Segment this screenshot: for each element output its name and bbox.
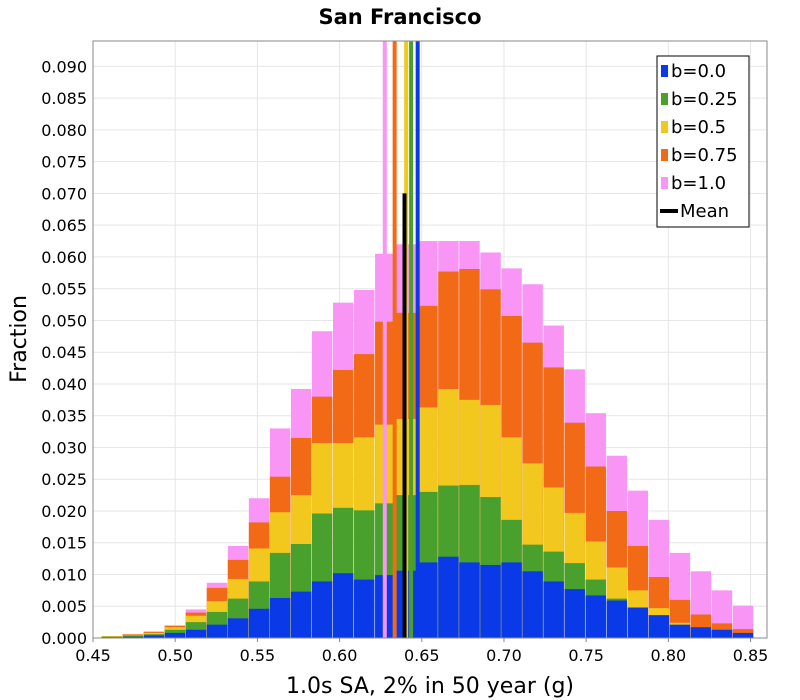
bar-b-0.0	[459, 562, 480, 638]
legend-label: Mean	[680, 201, 729, 222]
y-tick-label: 0.050	[41, 311, 87, 330]
x-tick-label: 0.45	[75, 646, 111, 665]
mean-lines	[382, 41, 420, 638]
bar-b-0.0	[480, 564, 501, 638]
y-tick-label: 0.020	[41, 502, 87, 521]
bar-b-0.0	[248, 608, 270, 638]
bar-b-0.0	[627, 607, 649, 638]
x-tick-label: 0.60	[322, 646, 358, 665]
bar-b-0.0	[417, 562, 438, 638]
x-tick-label: 0.80	[651, 646, 687, 665]
bar-b-0.0	[206, 624, 228, 638]
bar-b-0.0	[543, 581, 564, 638]
x-axis-ticks: 0.45 0.50 0.55 0.60 0.65 0.70 0.75 0.80 0.85	[75, 638, 768, 665]
y-tick-label: 0.035	[41, 407, 87, 426]
x-tick-label: 0.50	[157, 646, 193, 665]
bar-b-0.0	[143, 635, 165, 638]
x-tick-label: 0.75	[568, 646, 604, 665]
bar-b-0.0	[354, 579, 375, 638]
bar-b-0.0	[311, 581, 333, 638]
legend-label: b=1.0	[671, 173, 726, 194]
bar-b-0.0	[501, 562, 522, 638]
x-tick-label: 0.65	[404, 646, 440, 665]
y-tick-label: 0.085	[41, 89, 87, 108]
x-tick-label: 0.70	[486, 646, 522, 665]
legend-swatch	[661, 149, 668, 161]
y-tick-label: 0.065	[41, 216, 87, 235]
legend-swatch	[661, 65, 668, 77]
y-tick-label: 0.010	[41, 565, 87, 584]
y-tick-label: 0.070	[41, 184, 87, 203]
y-tick-label: 0.000	[41, 629, 87, 648]
legend-swatch	[661, 121, 668, 133]
bar-b-0.0	[564, 589, 585, 638]
bar-b-0.0	[185, 629, 207, 638]
y-tick-label: 0.080	[41, 121, 87, 140]
bar-b-0.0	[290, 591, 312, 638]
legend-swatch	[661, 93, 668, 105]
bar-b-0.0	[122, 636, 144, 638]
y-tick-label: 0.030	[41, 438, 87, 457]
y-tick-label: 0.040	[41, 375, 87, 394]
y-tick-label: 0.015	[41, 534, 87, 553]
x-axis-title: 1.0s SA, 2% in 50 year (g)	[286, 674, 574, 699]
bar-b-0.0	[648, 615, 670, 638]
legend-label: b=0.25	[671, 89, 738, 110]
legend-label: b=0.5	[671, 117, 726, 138]
y-axis-title: Fraction	[7, 295, 32, 383]
bar-b-0.0	[732, 632, 754, 638]
bar-b-0.0	[333, 573, 354, 638]
legend-swatch	[661, 177, 668, 189]
y-tick-label: 0.005	[41, 597, 87, 616]
bars	[101, 241, 754, 639]
x-tick-label: 0.85	[733, 646, 769, 665]
y-tick-label: 0.055	[41, 280, 87, 299]
chart-title: San Francisco	[318, 5, 481, 29]
bar-b-0.0	[585, 595, 606, 638]
bar-b-0.0	[669, 624, 691, 638]
bar-b-0.0	[164, 632, 186, 638]
legend-box	[656, 55, 750, 228]
bar-b-0.0	[690, 627, 712, 638]
legend: b=0.0 b=0.25 b=0.5 b=0.75 b=1.0 Mean	[656, 55, 750, 228]
x-tick-label: 0.55	[240, 646, 276, 665]
legend-label: b=0.75	[671, 145, 738, 166]
bar-b-0.0	[711, 629, 733, 638]
y-tick-label: 0.025	[41, 470, 87, 489]
y-tick-label: 0.075	[41, 153, 87, 172]
bar-b-0.0	[269, 597, 291, 638]
legend-label: b=0.0	[671, 61, 726, 82]
y-tick-label: 0.060	[41, 248, 87, 267]
plot-frame	[92, 40, 768, 639]
y-tick-label: 0.045	[41, 343, 87, 362]
y-axis-ticks: 0.000 0.005 0.010 0.015 0.020 0.025 0.030 0.035…	[41, 57, 87, 648]
y-tick-label: 0.090	[41, 57, 87, 76]
bar-b-0.0	[438, 556, 459, 638]
bar-b-0.0	[227, 618, 249, 638]
bar-b-0.0	[522, 571, 543, 638]
bar-b-0.0	[606, 600, 627, 638]
